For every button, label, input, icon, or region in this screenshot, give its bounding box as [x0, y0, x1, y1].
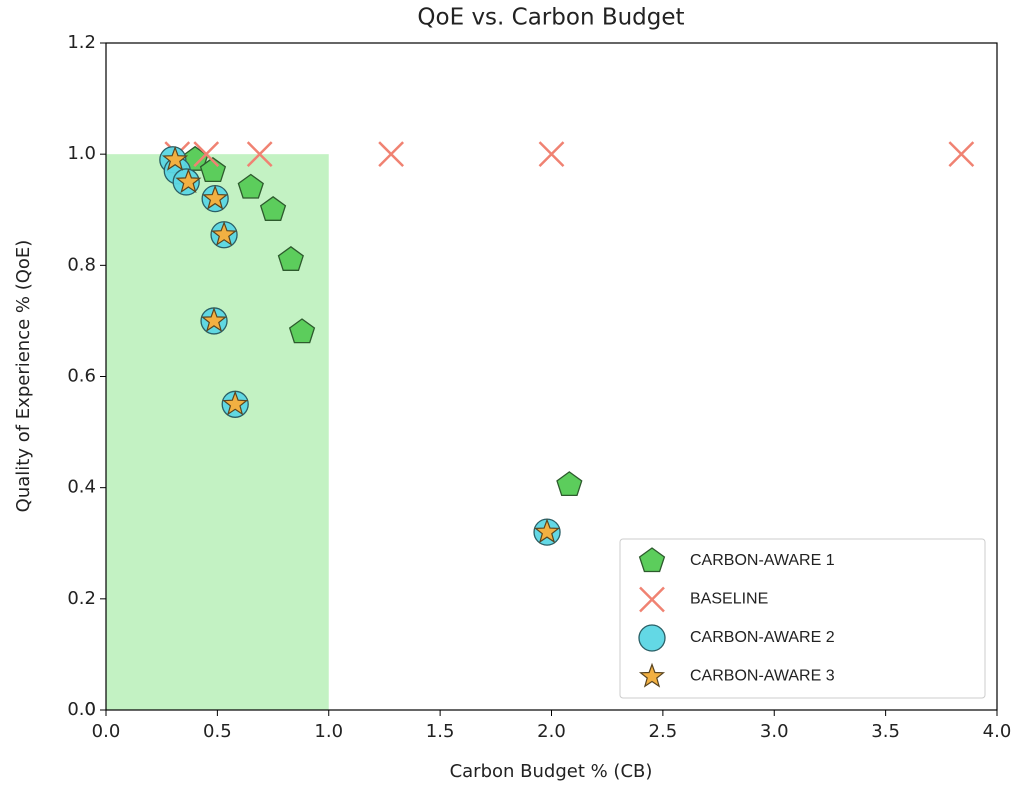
chart-title: QoE vs. Carbon Budget	[417, 5, 684, 31]
star-marker	[638, 662, 666, 688]
y-tick-label: 1.0	[67, 143, 96, 164]
y-tick-label: 0.4	[67, 477, 96, 498]
y-tick-label: 0.0	[67, 699, 96, 720]
x-marker	[193, 141, 220, 168]
x-tick-label: 3.0	[760, 721, 789, 742]
x-tick-label: 1.0	[314, 721, 343, 742]
pentagon-marker	[277, 245, 304, 271]
x-marker	[538, 141, 565, 168]
x-marker	[948, 141, 975, 168]
star-marker	[222, 390, 249, 416]
x-marker	[246, 141, 273, 168]
x-tick-label: 2.0	[537, 721, 566, 742]
star-marker	[175, 168, 202, 194]
plot-frame	[105, 42, 998, 711]
pentagon-marker	[199, 156, 227, 183]
legend-box	[619, 538, 986, 699]
circle-marker	[638, 624, 666, 652]
star-marker	[200, 307, 228, 333]
y-tick-label: 0.8	[67, 254, 96, 275]
x-tick-label: 4.0	[983, 721, 1012, 742]
x-tick-label: 1.5	[426, 721, 455, 742]
legend-label: CARBON-AWARE 2	[690, 629, 835, 646]
x-marker	[378, 141, 405, 168]
x-marker	[639, 586, 665, 613]
pentagon-marker	[288, 318, 316, 344]
pentagon-marker	[556, 471, 583, 497]
x-tick-label: 0.5	[203, 721, 232, 742]
x-tick-label: 2.5	[649, 721, 678, 742]
y-tick-label: 1.2	[67, 32, 96, 53]
x-tick-label: 0.0	[92, 721, 121, 742]
pentagon-marker	[638, 547, 666, 573]
star-marker	[210, 221, 238, 246]
y-axis-label: Quality of Experience % (QoE)	[13, 240, 34, 513]
x-tick-label: 3.5	[871, 721, 900, 742]
x-axis-label: Carbon Budget % (CB)	[450, 761, 653, 782]
legend-label: BASELINE	[690, 591, 768, 608]
pentagon-marker	[237, 173, 264, 199]
legend-label: CARBON-AWARE 1	[690, 552, 835, 569]
star-marker	[161, 145, 189, 171]
star-marker	[202, 184, 229, 210]
y-tick-label: 0.2	[67, 588, 96, 609]
star-marker	[533, 518, 561, 544]
legend: CARBON-AWARE 1 BASELINE CARBON-AWARE 2 CARB…	[619, 538, 986, 699]
y-tick-label: 0.6	[67, 366, 96, 387]
pentagon-marker	[259, 195, 287, 221]
legend-label: CARBON-AWARE 3	[690, 668, 835, 685]
y-tick-label: 0	[85, 699, 96, 720]
